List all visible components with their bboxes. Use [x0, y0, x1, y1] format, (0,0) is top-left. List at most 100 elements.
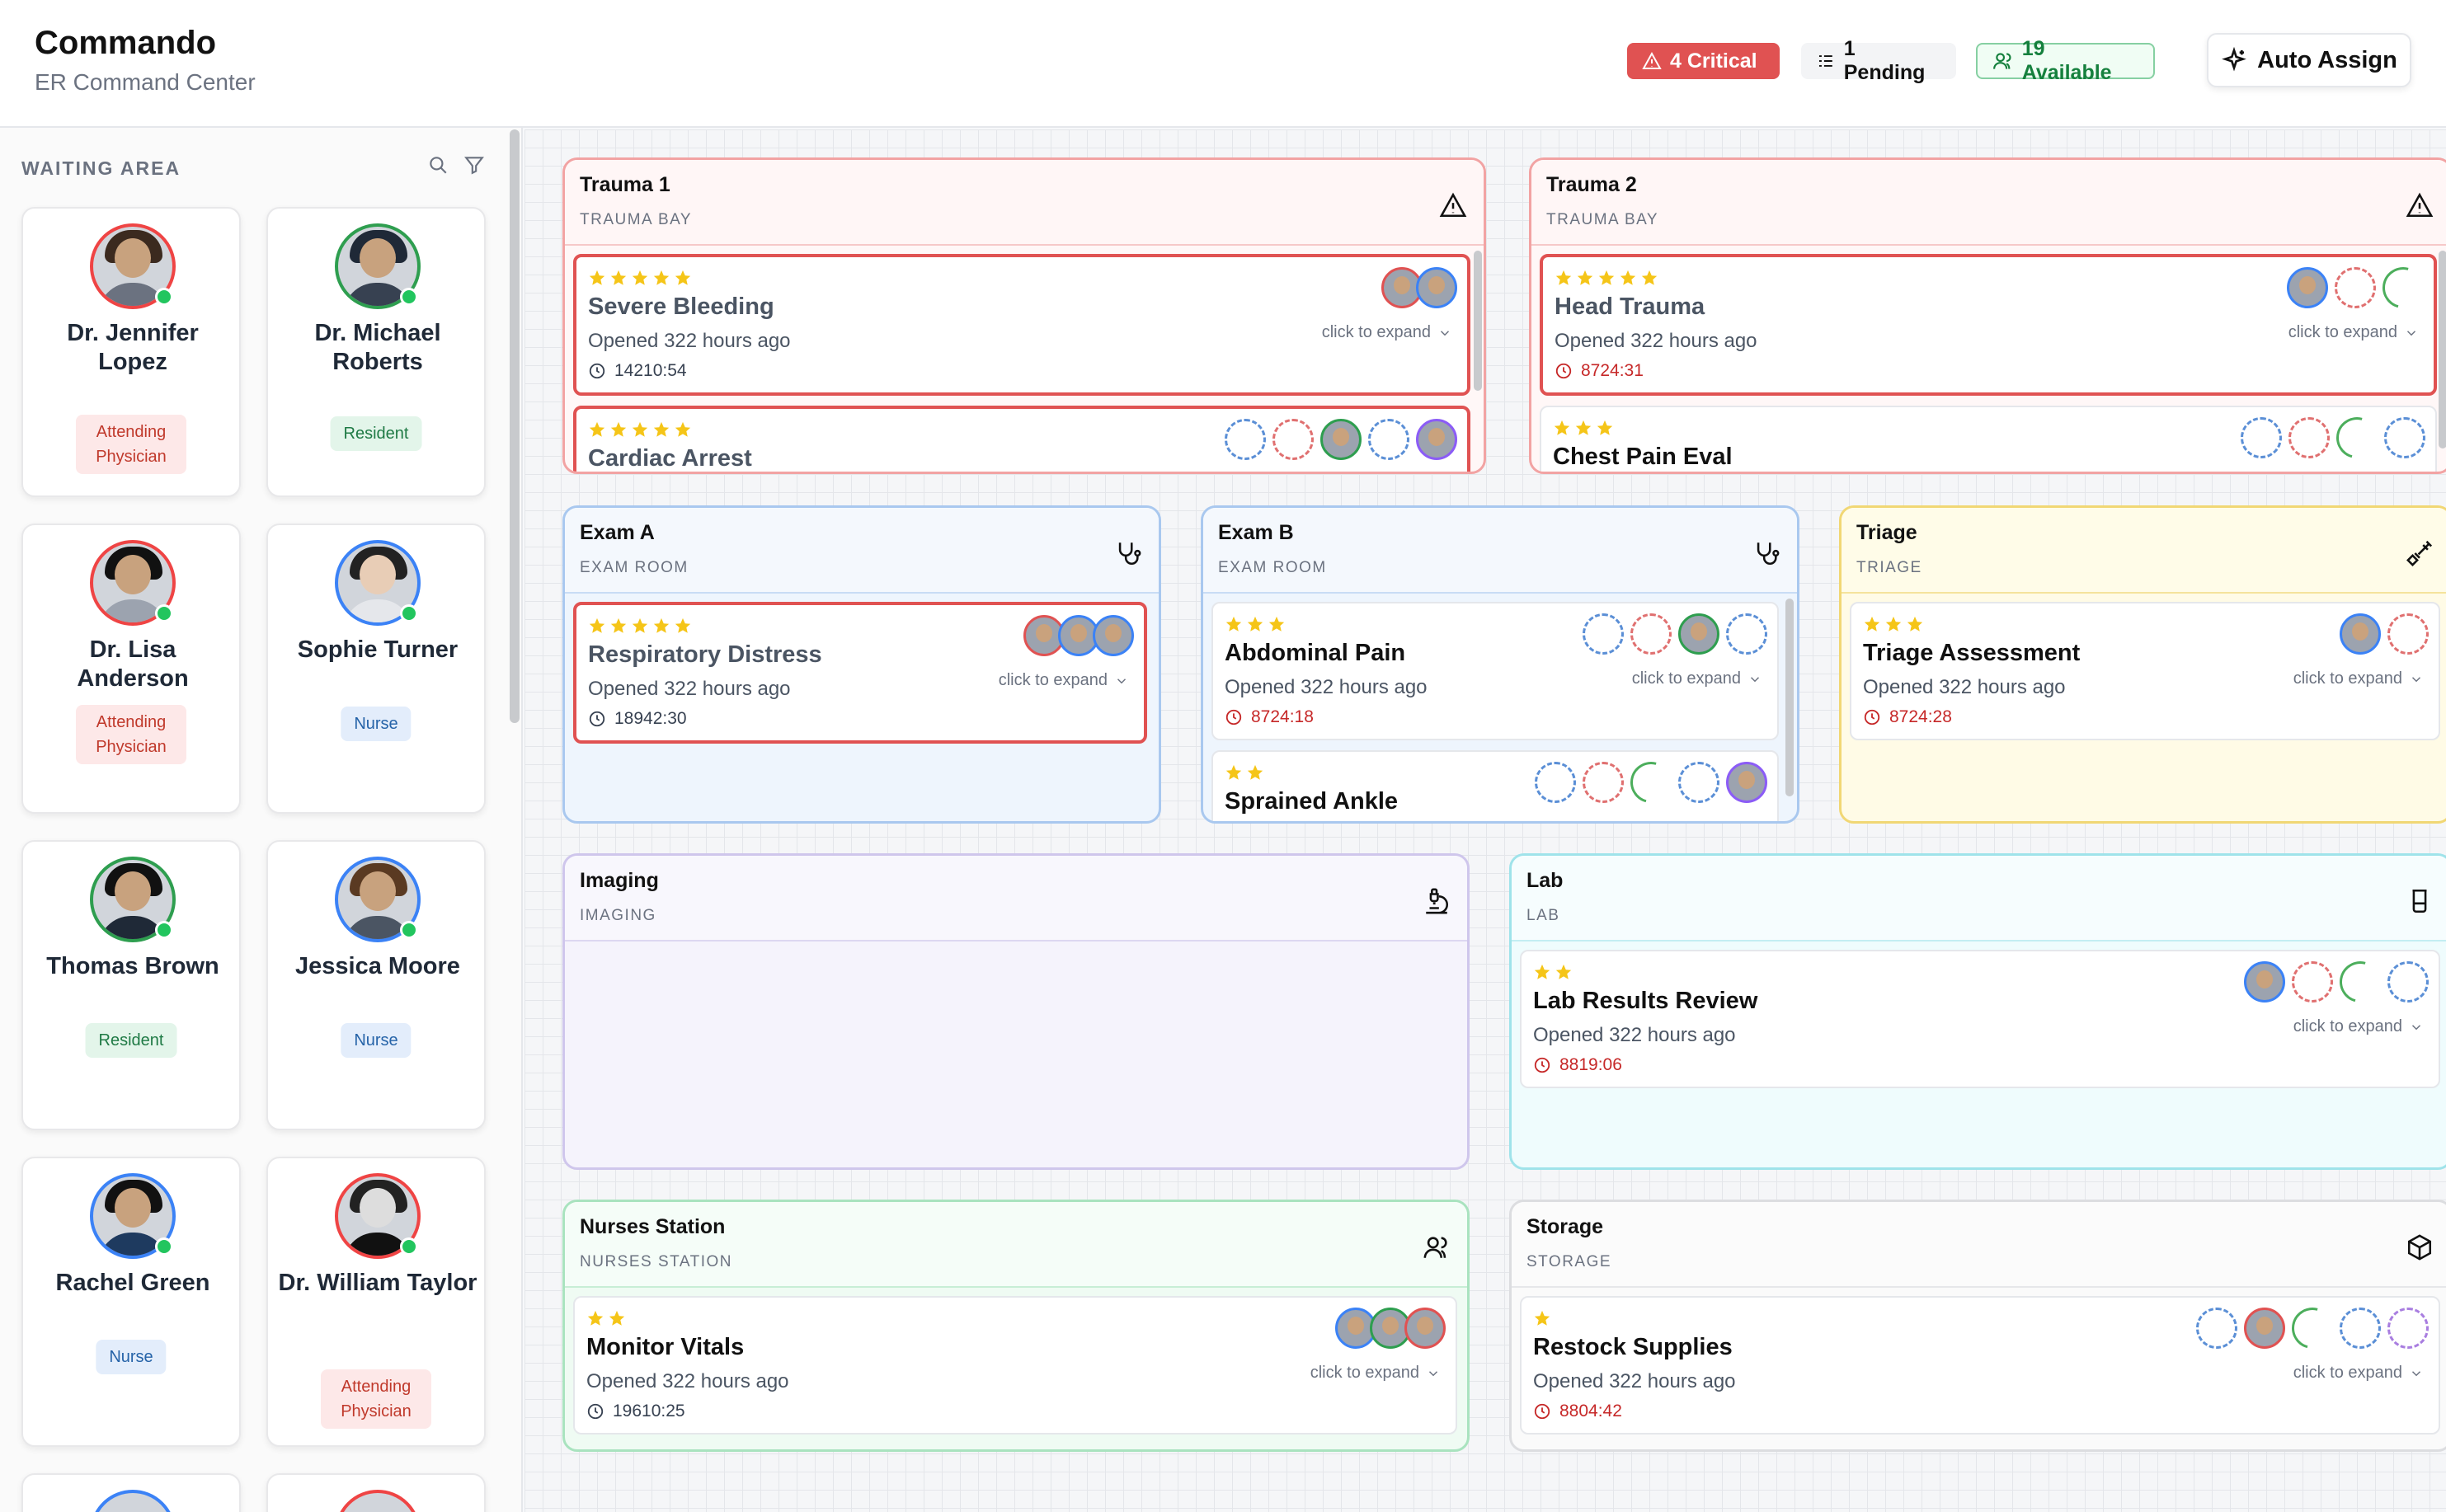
task-card[interactable]: Head Trauma Opened 322 hours ago 8724:31… [1540, 254, 2437, 396]
room-header: Exam B EXAM ROOM [1203, 508, 1797, 594]
room-type: TRIAGE [1856, 559, 1922, 576]
role-badge: Resident [330, 416, 422, 451]
empty-slot[interactable] [2196, 1308, 2237, 1349]
empty-slot[interactable] [2387, 1308, 2429, 1349]
available-badge[interactable]: 19 Available [1976, 37, 2155, 84]
assignee-avatar[interactable] [2244, 1308, 2285, 1349]
room-exam-a[interactable]: Exam A EXAM ROOM Respiratory Distress Op… [562, 505, 1161, 824]
empty-slot[interactable] [2335, 267, 2376, 308]
expand-toggle[interactable]: click to expand [1310, 1364, 1441, 1383]
empty-slot[interactable] [2387, 961, 2429, 1003]
staff-card[interactable]: Dr. Lisa Anderson Attending Physician [21, 524, 241, 814]
room-storage[interactable]: Storage STORAGE Restock Supplies Opened … [1509, 1200, 2446, 1452]
search-icon[interactable] [427, 154, 449, 176]
expand-label: click to expand [2288, 323, 2397, 341]
expand-toggle[interactable]: click to expand [2288, 323, 2419, 342]
staff-card[interactable]: Sophie Turner Nurse [266, 524, 486, 814]
empty-slot[interactable] [2384, 417, 2425, 458]
pending-badge[interactable]: 1 Pending [1801, 37, 1956, 84]
assignee-avatar[interactable] [2287, 267, 2328, 308]
assignee-avatar[interactable] [1058, 615, 1099, 656]
avatar [90, 1490, 176, 1512]
task-card[interactable]: Monitor Vitals Opened 322 hours ago 1961… [573, 1296, 1457, 1435]
room-scrollbar[interactable] [1474, 251, 1482, 391]
room-imaging[interactable]: Imaging IMAGING [562, 853, 1470, 1170]
room-exam-b[interactable]: Exam B EXAM ROOM Abdominal Pain Opened 3… [1201, 505, 1799, 824]
empty-slot[interactable] [1630, 613, 1672, 655]
assignee-avatar[interactable] [1416, 419, 1457, 460]
star-icon [1597, 420, 1613, 435]
staff-card[interactable]: Dr. William Taylor Attending Physician [266, 1157, 486, 1447]
staff-card[interactable]: Rachel Green Nurse [21, 1157, 241, 1447]
expand-toggle[interactable]: click to expand [2293, 1017, 2424, 1036]
assignee-avatar[interactable] [1381, 267, 1423, 308]
assignee-avatar[interactable] [1023, 615, 1065, 656]
task-card[interactable]: Lab Results Review Opened 322 hours ago … [1520, 950, 2440, 1088]
staff-name: Dr. William Taylor [278, 1270, 477, 1296]
expand-toggle[interactable]: click to expand [2293, 1364, 2424, 1383]
room-name: Lab [1526, 869, 1564, 892]
room-triage[interactable]: Triage TRIAGE Triage Assessment Opened 3… [1839, 505, 2446, 824]
task-title: Chest Pain Eval [1553, 444, 1733, 470]
filter-icon[interactable] [463, 154, 485, 176]
beaker-icon [2412, 889, 2427, 913]
assignee-avatar[interactable] [1416, 267, 1457, 308]
expand-toggle[interactable]: click to expand [999, 671, 1129, 690]
task-title: Cardiac Arrest [588, 445, 752, 472]
sidebar-scrollbar[interactable] [510, 129, 520, 723]
task-card[interactable]: Sprained Ankle [1211, 750, 1779, 821]
assignee-avatar[interactable] [2244, 961, 2285, 1003]
room-nurses-station[interactable]: Nurses Station NURSES STATION Monitor Vi… [562, 1200, 1470, 1452]
room-scrollbar[interactable] [1785, 599, 1794, 796]
empty-slot[interactable] [1583, 762, 1624, 803]
empty-slot[interactable] [1225, 419, 1266, 460]
task-card[interactable]: Triage Assessment Opened 322 hours ago 8… [1850, 602, 2440, 740]
room-name: Storage [1526, 1215, 1604, 1238]
expand-label: click to expand [1310, 1364, 1419, 1382]
task-title: Severe Bleeding [588, 293, 774, 320]
empty-slot[interactable] [1368, 419, 1409, 460]
staff-card[interactable] [21, 1473, 241, 1512]
room-scrollbar[interactable] [2439, 251, 2446, 448]
chevron-down-icon [2406, 330, 2416, 336]
staff-card[interactable]: Jessica Moore Nurse [266, 840, 486, 1130]
staff-card[interactable]: Dr. Michael Roberts Resident [266, 207, 486, 497]
assignee-avatar[interactable] [1093, 615, 1134, 656]
empty-slot[interactable] [2292, 961, 2333, 1003]
task-card[interactable]: Abdominal Pain Opened 322 hours ago 8724… [1211, 602, 1779, 740]
room-trauma-2[interactable]: Trauma 2 TRAUMA BAY Head Trauma Opened 3… [1529, 157, 2446, 474]
assignee-avatar[interactable] [1726, 762, 1767, 803]
task-card[interactable]: Cardiac Arrest [573, 406, 1470, 472]
empty-slot[interactable] [1678, 762, 1719, 803]
assignee-avatar[interactable] [1404, 1308, 1446, 1349]
room-header: Nurses Station NURSES STATION [565, 1202, 1467, 1288]
package-icon [2407, 1234, 2432, 1261]
expand-toggle[interactable]: click to expand [1632, 669, 1762, 688]
room-trauma-1[interactable]: Trauma 1 TRAUMA BAY Severe Bleeding Open… [562, 157, 1486, 474]
empty-slot[interactable] [2241, 417, 2282, 458]
assignee-avatar[interactable] [2340, 613, 2381, 655]
empty-slot[interactable] [1272, 419, 1314, 460]
empty-slot[interactable] [1535, 762, 1576, 803]
task-card[interactable]: Chest Pain Eval [1540, 406, 2437, 472]
expand-toggle[interactable]: click to expand [2293, 669, 2424, 688]
staff-card[interactable] [266, 1473, 486, 1512]
critical-badge[interactable]: 4 Critical [1627, 43, 1780, 79]
task-card[interactable]: Restock Supplies Opened 322 hours ago 88… [1520, 1296, 2440, 1435]
empty-slot[interactable] [1726, 613, 1767, 655]
empty-slot[interactable] [1583, 613, 1624, 655]
room-lab[interactable]: Lab LAB Lab Results Review Opened 322 ho… [1509, 853, 2446, 1170]
empty-slot[interactable] [2340, 1308, 2381, 1349]
empty-slot[interactable] [2288, 417, 2330, 458]
staff-card[interactable]: Dr. Jennifer Lopez Attending Physician [21, 207, 241, 497]
auto-assign-button[interactable]: Auto Assign [2207, 33, 2411, 87]
chevron-down-icon [2411, 1024, 2421, 1030]
assignee-avatar[interactable] [1320, 419, 1362, 460]
empty-slot[interactable] [2387, 613, 2429, 655]
assignee-avatar[interactable] [1678, 613, 1719, 655]
expand-toggle[interactable]: click to expand [1322, 323, 1452, 342]
task-card[interactable]: Severe Bleeding Opened 322 hours ago 142… [573, 254, 1470, 396]
assignee-slots [1583, 613, 1767, 655]
staff-card[interactable]: Thomas Brown Resident [21, 840, 241, 1130]
task-card[interactable]: Respiratory Distress Opened 322 hours ag… [573, 602, 1147, 744]
